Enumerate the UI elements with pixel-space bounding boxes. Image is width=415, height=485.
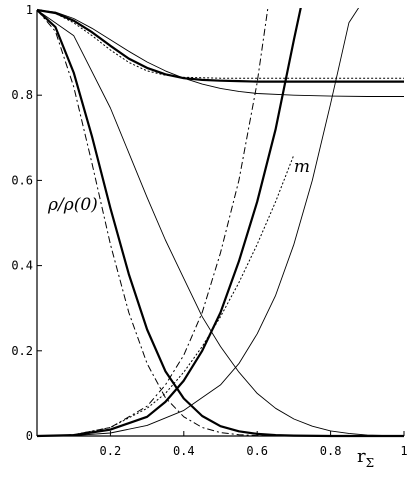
series-line-2 bbox=[37, 9, 404, 97]
x-tick-label: 0.6 bbox=[246, 444, 268, 458]
labels: 0 0.2 0.4 0.6 0.8 1 0.2 0.4 0.6 0.8 1 m ρ/ρ(0) rΣ bbox=[11, 3, 407, 470]
annotation-label: m bbox=[294, 157, 310, 177]
y-tick-label: 0.8 bbox=[11, 88, 33, 102]
series-line-4 bbox=[37, 9, 404, 438]
annotation-label: ρ/ρ(0) bbox=[47, 195, 98, 215]
series-line-5 bbox=[37, 9, 404, 437]
series-line-3 bbox=[37, 9, 404, 79]
curves bbox=[37, 8, 404, 438]
x-axis-label: rΣ bbox=[357, 446, 374, 470]
y-tick-label: 0.4 bbox=[11, 259, 33, 273]
x-tick-label: 0.4 bbox=[173, 444, 195, 458]
y-tick-label: 0.6 bbox=[11, 173, 33, 187]
y-tick-label: 0.2 bbox=[11, 344, 33, 358]
y-tick-label: 1 bbox=[26, 3, 33, 17]
series-line-9 bbox=[37, 8, 360, 437]
axes bbox=[36, 9, 405, 437]
series-line-1 bbox=[37, 8, 404, 83]
y-tick-label: 0 bbox=[26, 429, 33, 443]
series-line-7 bbox=[37, 8, 302, 438]
x-tick-label: 0.2 bbox=[100, 444, 122, 458]
x-tick-label: 1 bbox=[400, 444, 407, 458]
series-line-6 bbox=[37, 9, 404, 437]
x-tick-label: 0.8 bbox=[320, 444, 342, 458]
